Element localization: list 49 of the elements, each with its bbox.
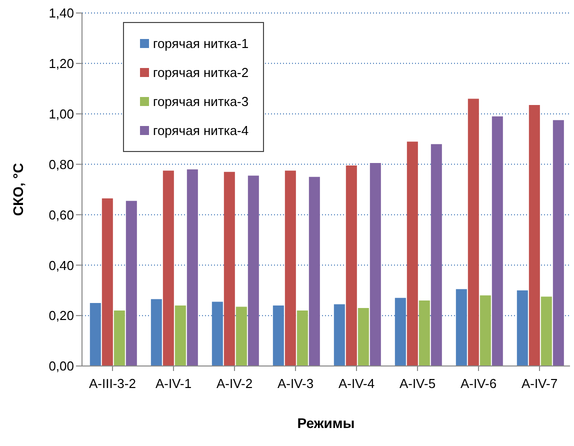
bar	[284, 170, 296, 366]
bar	[236, 306, 247, 366]
bar	[346, 166, 357, 366]
bar	[248, 176, 259, 366]
bar	[150, 299, 162, 366]
bar	[406, 142, 418, 366]
x-tick-label: A-III-3-2	[89, 376, 136, 392]
bar	[334, 304, 345, 366]
y-axis-title: СКО, °С	[10, 162, 26, 216]
bar	[126, 200, 137, 366]
bar	[552, 120, 564, 366]
bar	[224, 172, 235, 366]
x-tick-label: A-IV-4	[338, 376, 375, 392]
bar	[114, 310, 125, 366]
x-tick-label: A-IV-2	[216, 376, 253, 392]
y-tick-label: 0,20	[48, 308, 74, 324]
bar	[468, 98, 479, 366]
bar	[102, 198, 113, 366]
x-axis-title: Режимы	[297, 415, 355, 431]
x-tick-label: A-IV-6	[460, 376, 497, 392]
y-tick-label: 1,00	[48, 106, 74, 122]
x-tick-label: A-IV-1	[155, 376, 192, 392]
y-tick-label: 1,40	[48, 6, 74, 21]
bar	[528, 105, 540, 366]
bar	[358, 308, 369, 366]
bar	[430, 144, 442, 366]
y-tick-label: 0,60	[48, 207, 74, 222]
legend-label: горячая нитка-3	[153, 93, 249, 111]
bar	[186, 169, 198, 366]
y-tick-label: 0,80	[48, 156, 74, 172]
bar	[174, 305, 186, 366]
y-tick-label: 1,20	[48, 56, 74, 72]
legend-label: горячая нитка-4	[153, 122, 249, 140]
bar	[308, 176, 320, 366]
y-tick-label: 0,00	[48, 358, 74, 374]
bar	[540, 296, 552, 366]
bar	[516, 290, 528, 366]
bar	[296, 310, 308, 366]
bar	[418, 300, 430, 366]
y-tick-label: 0,40	[48, 258, 74, 273]
bar	[480, 295, 491, 366]
legend-label: горячая нитка-1	[153, 35, 249, 53]
x-tick-label: A-IV-5	[399, 376, 436, 392]
bar	[162, 170, 174, 366]
x-tick-label: A-IV-3	[277, 376, 314, 392]
legend-label: горячая нитка-2	[153, 64, 249, 82]
x-tick-label: A-IV-7	[521, 376, 558, 392]
bar	[370, 163, 381, 366]
bar	[492, 116, 503, 366]
